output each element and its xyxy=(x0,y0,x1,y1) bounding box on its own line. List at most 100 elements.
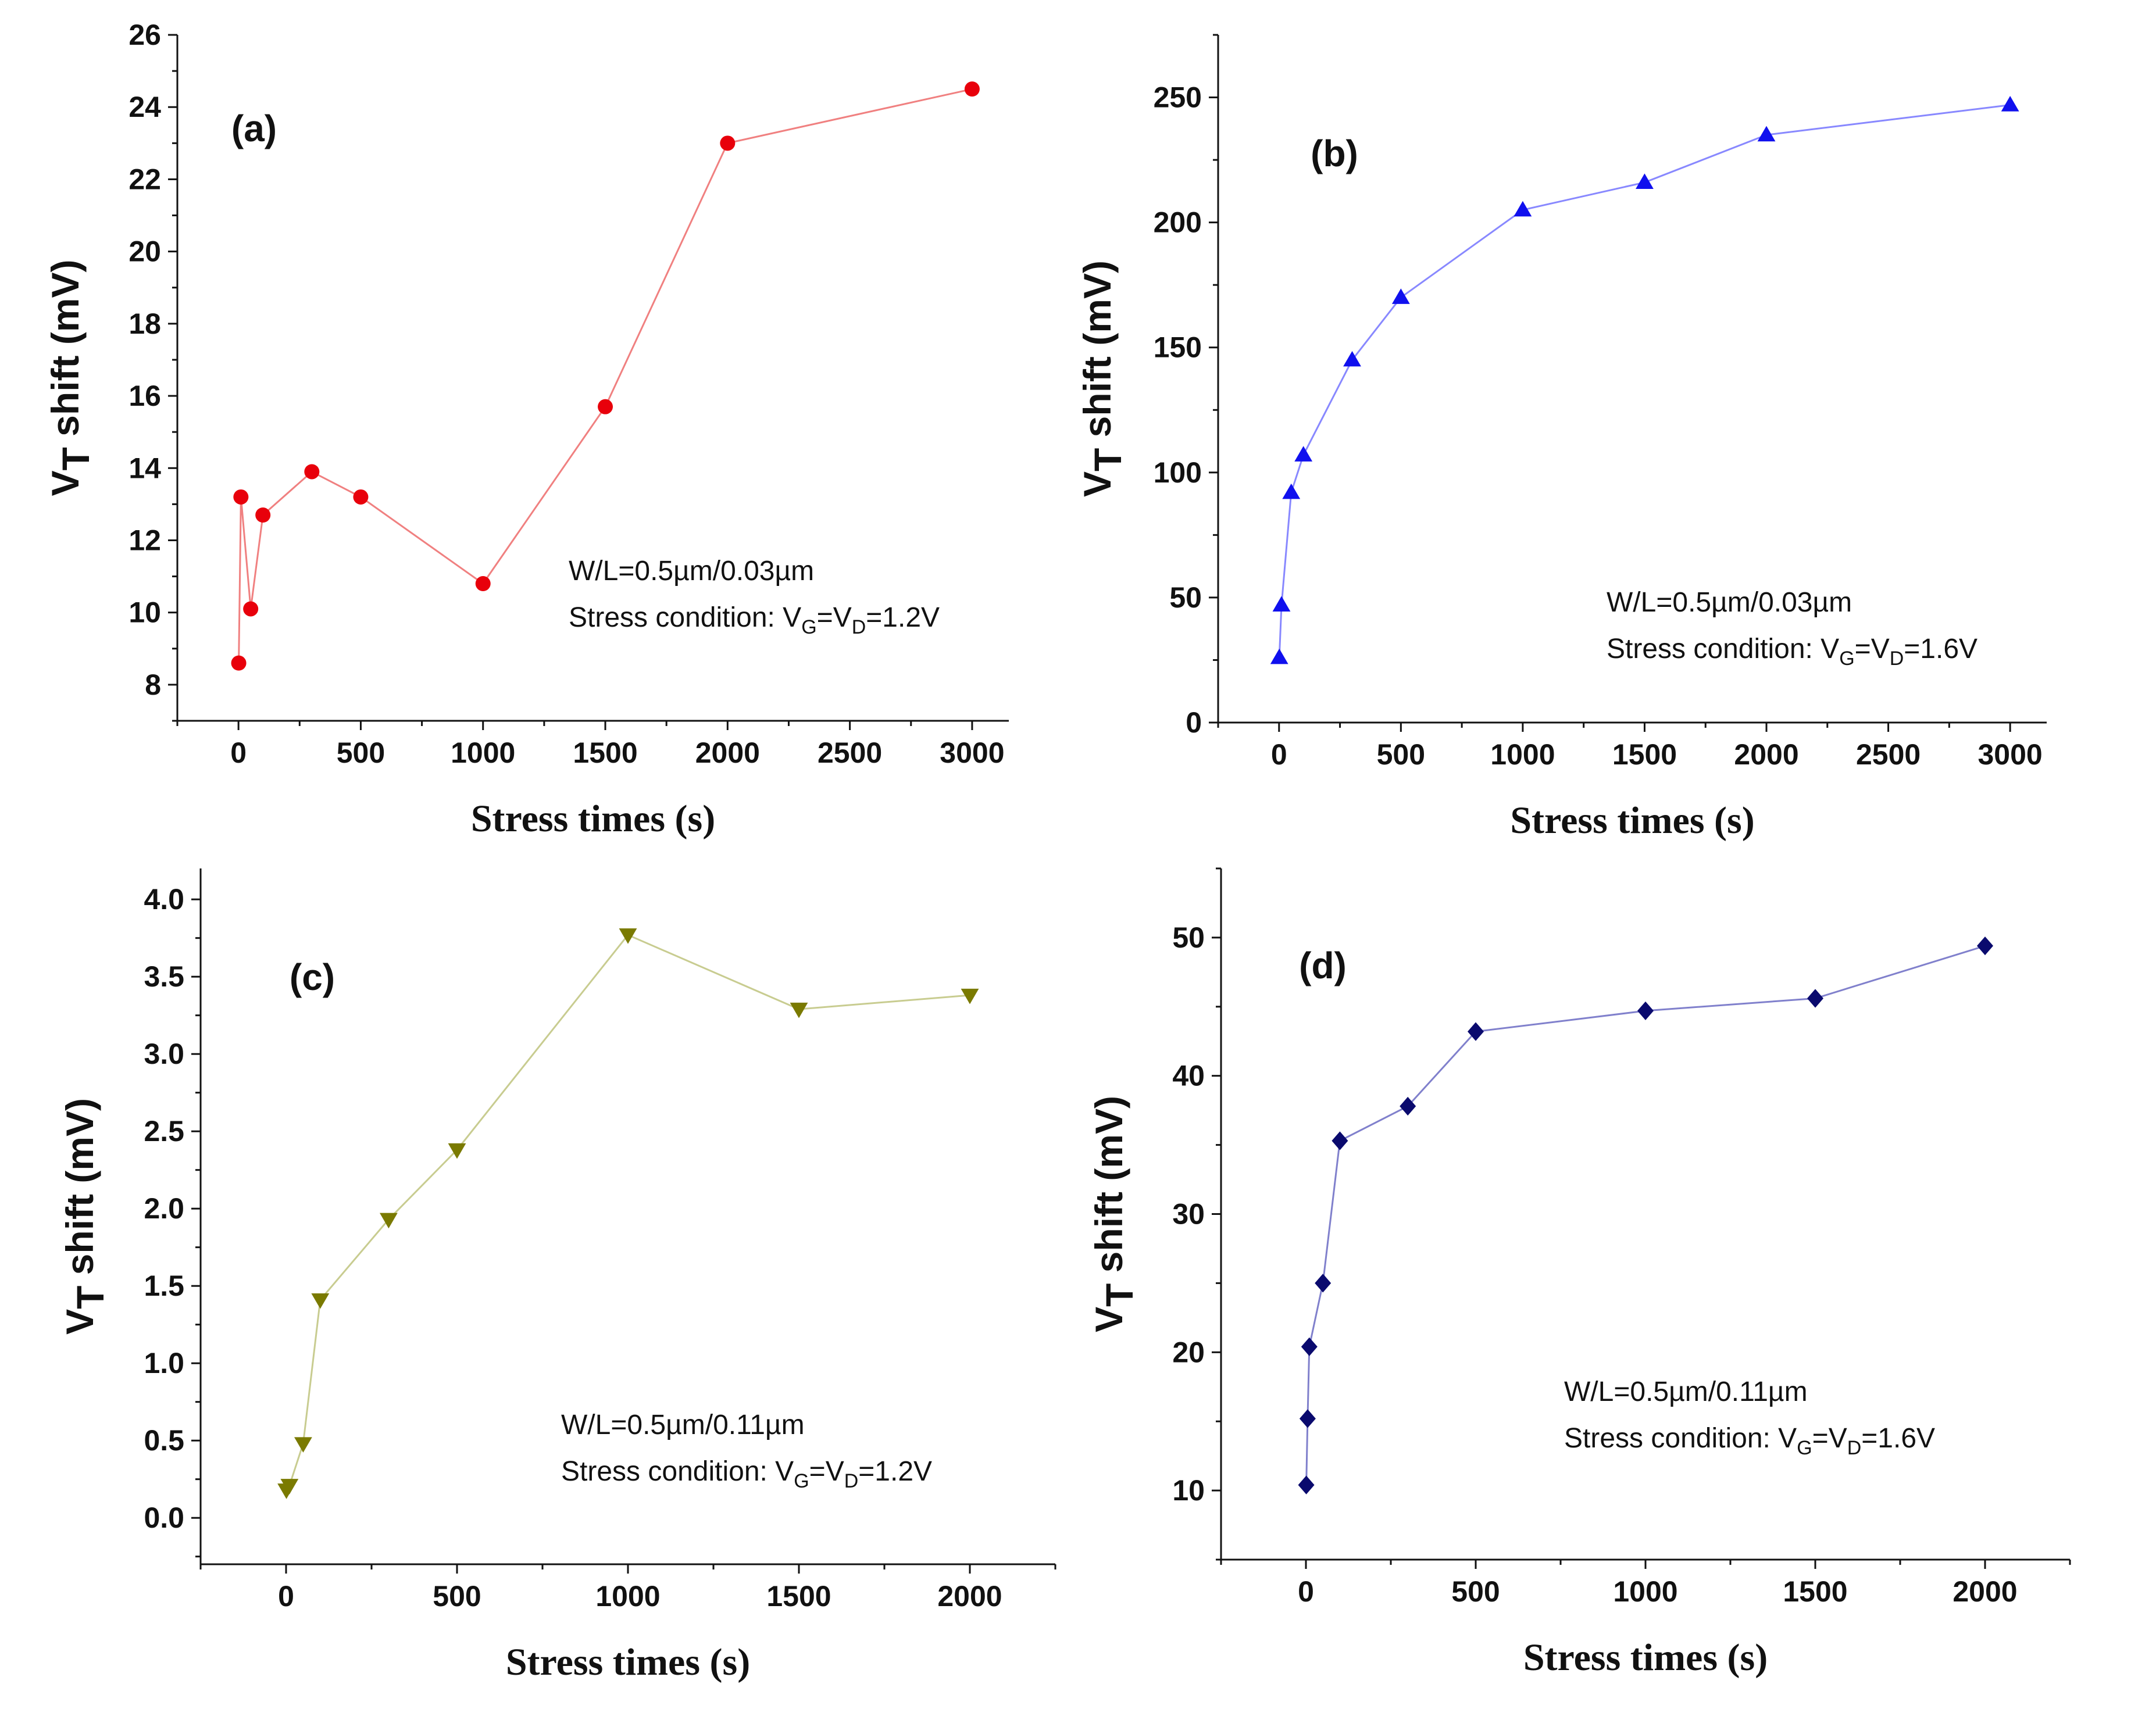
annotation-size-text: W/L=0.5µm/0.11µm xyxy=(1564,1377,1808,1407)
annotation-prefix: Stress condition: V xyxy=(1607,634,1839,664)
x-tick-label: 1500 xyxy=(766,1580,831,1613)
x-tick-label: 1500 xyxy=(1612,738,1677,771)
y-tick-label: 0 xyxy=(1186,706,1202,739)
x-tick-label: 0 xyxy=(230,736,247,769)
annotation-prefix: Stress condition: V xyxy=(1564,1423,1797,1454)
x-tick-label: 1000 xyxy=(1613,1575,1677,1608)
annotation-mid: =V xyxy=(1855,634,1890,664)
x-axis-label: Stress times (s) xyxy=(1510,799,1754,842)
annotation-subscript-g: G xyxy=(794,1470,809,1492)
x-tick-label: 1000 xyxy=(595,1580,660,1613)
y-tick-label: 3.5 xyxy=(144,960,184,993)
data-point xyxy=(964,81,980,97)
x-tick-label: 1000 xyxy=(1490,738,1555,771)
data-point xyxy=(380,1213,398,1229)
y-tick-label: 10 xyxy=(1172,1474,1205,1507)
series-line xyxy=(285,934,970,1491)
series-line xyxy=(1305,945,1986,1485)
y-tick-label: 200 xyxy=(1154,206,1202,239)
y-axis-label-rest: shift (mV) xyxy=(58,1098,101,1286)
y-axis-label-main: V xyxy=(1076,471,1119,497)
annotation-mid: =V xyxy=(1812,1423,1847,1454)
y-axis-label-rest: shift (mV) xyxy=(44,259,87,447)
x-tick-label: 500 xyxy=(337,736,385,769)
annotation-prefix: Stress condition: V xyxy=(561,1456,794,1487)
annotation-suffix: =1.2V xyxy=(866,602,940,633)
y-tick-label: 3.0 xyxy=(144,1038,184,1070)
y-axis-label: VT shift (mV) xyxy=(1087,1096,1141,1332)
annotation-stress-text: Stress condition: VG=VD=1.2V xyxy=(561,1456,932,1492)
data-point xyxy=(280,1479,299,1495)
y-tick-label: 24 xyxy=(128,91,161,123)
y-tick-label: 50 xyxy=(1172,921,1205,954)
x-axis-label: Stress times (s) xyxy=(471,798,715,840)
data-point xyxy=(1757,126,1776,142)
data-point xyxy=(1272,596,1291,612)
y-tick-label: 2.0 xyxy=(144,1192,184,1225)
y-axis-label-main: V xyxy=(58,1309,101,1335)
data-point xyxy=(1298,1475,1315,1495)
y-tick-label: 20 xyxy=(1172,1336,1205,1368)
y-axis-label-rest: shift (mV) xyxy=(1076,260,1119,448)
chart-panel-a: 0 500 1000 1500 2000 2500 3000 8 10 12 14 16 18 20 22 2… xyxy=(44,19,1009,840)
data-point xyxy=(304,464,320,480)
data-point xyxy=(255,507,271,523)
panel-label: (b) xyxy=(1311,133,1358,174)
data-point xyxy=(1299,1409,1316,1428)
data-point xyxy=(961,988,979,1004)
x-tick-label: 0 xyxy=(1298,1575,1314,1608)
y-tick-label: 10 xyxy=(128,596,161,629)
data-point xyxy=(619,928,637,944)
x-tick-label: 0 xyxy=(1271,738,1287,771)
data-point xyxy=(1315,1274,1332,1293)
x-tick-label: 1500 xyxy=(1783,1575,1847,1608)
annotation-stress-text: Stress condition: VG=VD=1.6V xyxy=(1607,634,1977,670)
x-tick-label: 3000 xyxy=(1978,738,2043,771)
y-tick-label: 1.0 xyxy=(144,1347,184,1379)
x-tick-label: 2000 xyxy=(1952,1575,2017,1608)
annotation-subscript-d: D xyxy=(1847,1437,1862,1459)
data-point xyxy=(1514,201,1532,217)
data-point xyxy=(311,1293,330,1309)
y-tick-label: 1.5 xyxy=(144,1270,184,1302)
annotation-mid: =V xyxy=(817,602,852,633)
x-axis-label: Stress times (s) xyxy=(506,1641,750,1683)
x-tick-label: 500 xyxy=(433,1580,481,1613)
y-tick-label: 150 xyxy=(1154,331,1202,364)
data-point xyxy=(598,399,613,414)
x-tick-label: 1500 xyxy=(573,736,637,769)
series-line xyxy=(238,88,973,663)
y-tick-label: 50 xyxy=(1169,581,1202,614)
x-tick-label: 2000 xyxy=(695,736,760,769)
data-point xyxy=(1270,648,1288,664)
data-point xyxy=(353,489,369,505)
annotation-subscript-g: G xyxy=(1839,648,1854,670)
y-tick-label: 0.0 xyxy=(144,1501,184,1534)
x-tick-label: 2500 xyxy=(1856,738,1921,771)
y-tick-label: 40 xyxy=(1172,1060,1205,1092)
x-tick-label: 1000 xyxy=(451,736,515,769)
data-point xyxy=(231,655,247,671)
data-point xyxy=(1977,936,1993,956)
y-tick-label: 8 xyxy=(145,668,161,701)
x-tick-label: 3000 xyxy=(940,736,1004,769)
annotation-subscript-g: G xyxy=(1797,1437,1812,1459)
annotation-stress-text: Stress condition: VG=VD=1.6V xyxy=(1564,1423,1935,1459)
data-point xyxy=(475,576,491,591)
data-point xyxy=(1282,483,1301,499)
y-axis-label-subscript: T xyxy=(54,447,97,470)
panel-label: (d) xyxy=(1299,945,1347,986)
chart-panel-d: 0 500 1000 1500 2000 10 20 30 40 50 Stress times (… xyxy=(1087,867,2071,1679)
y-tick-label: 250 xyxy=(1154,81,1202,114)
y-axis-label: VT shift (mV) xyxy=(44,259,97,496)
data-point xyxy=(1807,989,1823,1008)
x-tick-label: 2500 xyxy=(818,736,882,769)
y-axis-label-subscript: T xyxy=(69,1286,112,1309)
series-line xyxy=(1278,104,2011,658)
y-tick-label: 18 xyxy=(128,308,161,340)
y-axis-label: VT shift (mV) xyxy=(58,1098,112,1335)
y-axis-label-main: V xyxy=(1087,1307,1130,1332)
x-tick-label: 500 xyxy=(1451,1575,1500,1608)
y-axis-label-rest: shift (mV) xyxy=(1087,1096,1130,1283)
